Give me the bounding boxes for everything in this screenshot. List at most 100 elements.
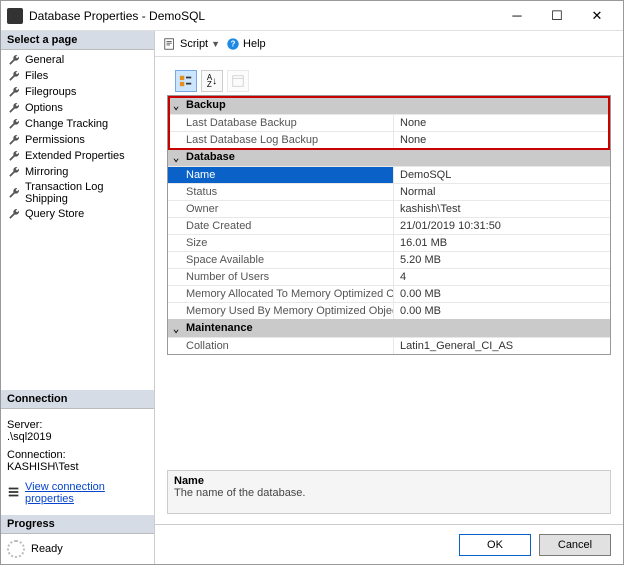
sidebar-item-label: Transaction Log Shipping xyxy=(25,181,148,205)
category-backup[interactable]: ⌄Backup xyxy=(168,96,610,114)
property-row[interactable]: Memory Used By Memory Optimized Objects0… xyxy=(168,302,610,319)
titlebar: Database Properties - DemoSQL ─ ☐ ✕ xyxy=(1,1,623,31)
alphabetical-button[interactable]: AZ↓ xyxy=(201,70,223,92)
sidebar-item-label: General xyxy=(25,54,64,66)
chevron-down-icon: ▼ xyxy=(211,39,220,49)
property-value: 16.01 MB xyxy=(394,235,610,251)
property-label: Owner xyxy=(168,201,394,217)
sidebar-item-query-store[interactable]: Query Store xyxy=(1,206,154,222)
button-bar: OK Cancel xyxy=(155,524,623,564)
sidebar-item-options[interactable]: Options xyxy=(1,100,154,116)
expander-icon[interactable]: ⌄ xyxy=(168,99,184,112)
server-label: Server: xyxy=(7,419,148,431)
wrench-icon xyxy=(7,85,21,99)
sidebar-item-label: Options xyxy=(25,102,63,114)
property-row[interactable]: CollationLatin1_General_CI_AS xyxy=(168,337,610,354)
expander-icon[interactable]: ⌄ xyxy=(168,322,184,335)
property-value: 21/01/2019 10:31:50 xyxy=(394,218,610,234)
page-list: General Files Filegroups Options Change Trac… xyxy=(1,50,154,224)
right-panel: Script ▼ ? Help AZ↓ xyxy=(155,31,623,564)
property-value: None xyxy=(394,115,610,131)
property-value: 0.00 MB xyxy=(394,286,610,302)
wrench-icon xyxy=(7,165,21,179)
description-text: The name of the database. xyxy=(174,487,604,499)
wrench-icon xyxy=(7,186,21,200)
sidebar-item-transaction-log-shipping[interactable]: Transaction Log Shipping xyxy=(1,180,154,206)
sidebar-item-label: Files xyxy=(25,70,48,82)
wrench-icon xyxy=(7,53,21,67)
app-icon xyxy=(7,8,23,24)
view-connection-link[interactable]: View connection properties xyxy=(25,481,148,505)
server-value: .\sql2019 xyxy=(7,431,148,443)
connection-header: Connection xyxy=(1,390,154,409)
sidebar-item-permissions[interactable]: Permissions xyxy=(1,132,154,148)
property-label: Size xyxy=(168,235,394,251)
left-panel: Select a page General Files Filegroups Opti… xyxy=(1,31,155,564)
property-row[interactable]: Last Database Log BackupNone xyxy=(168,131,610,148)
property-label: Space Available xyxy=(168,252,394,268)
sidebar-item-filegroups[interactable]: Filegroups xyxy=(1,84,154,100)
wrench-icon xyxy=(7,133,21,147)
property-value: kashish\Test xyxy=(394,201,610,217)
category-database[interactable]: ⌄Database xyxy=(168,148,610,166)
maximize-button[interactable]: ☐ xyxy=(537,2,577,30)
sidebar-item-label: Permissions xyxy=(25,134,85,146)
sidebar-item-label: Query Store xyxy=(25,208,84,220)
property-row[interactable]: Memory Allocated To Memory Optimized Ob0… xyxy=(168,285,610,302)
property-row[interactable]: Space Available5.20 MB xyxy=(168,251,610,268)
select-page-header: Select a page xyxy=(1,31,154,50)
property-row[interactable]: StatusNormal xyxy=(168,183,610,200)
wrench-icon xyxy=(7,207,21,221)
sidebar-item-label: Change Tracking xyxy=(25,118,108,130)
property-row[interactable]: Date Created21/01/2019 10:31:50 xyxy=(168,217,610,234)
help-icon: ? xyxy=(226,37,240,51)
property-label: Memory Used By Memory Optimized Objects xyxy=(168,303,394,319)
property-row[interactable]: Size16.01 MB xyxy=(168,234,610,251)
category-maintenance[interactable]: ⌄Maintenance xyxy=(168,319,610,337)
connection-block: Server: .\sql2019 Connection: KASHISH\Te… xyxy=(1,409,154,515)
close-button[interactable]: ✕ xyxy=(577,2,617,30)
property-label: Number of Users xyxy=(168,269,394,285)
property-row[interactable]: NameDemoSQL xyxy=(168,166,610,183)
sidebar-item-change-tracking[interactable]: Change Tracking xyxy=(1,116,154,132)
property-grid: ⌄BackupLast Database BackupNoneLast Data… xyxy=(167,95,611,355)
sidebar-item-label: Extended Properties xyxy=(25,150,125,162)
wrench-icon xyxy=(7,149,21,163)
property-label: Status xyxy=(168,184,394,200)
description-panel: Name The name of the database. xyxy=(167,470,611,514)
sidebar-item-files[interactable]: Files xyxy=(1,68,154,84)
connection-label: Connection: xyxy=(7,449,148,461)
category-label: Maintenance xyxy=(184,322,253,334)
property-value: Latin1_General_CI_AS xyxy=(394,338,610,354)
categorized-button[interactable] xyxy=(175,70,197,92)
sidebar-item-mirroring[interactable]: Mirroring xyxy=(1,164,154,180)
script-button[interactable]: Script ▼ xyxy=(163,37,220,51)
window-title: Database Properties - DemoSQL xyxy=(29,9,497,23)
expander-icon[interactable]: ⌄ xyxy=(168,151,184,164)
connection-icon xyxy=(7,485,21,502)
category-label: Backup xyxy=(184,99,226,111)
property-label: Date Created xyxy=(168,218,394,234)
ok-button[interactable]: OK xyxy=(459,534,531,556)
property-value: 4 xyxy=(394,269,610,285)
progress-spinner-icon xyxy=(7,540,25,558)
property-label: Last Database Backup xyxy=(168,115,394,131)
property-row[interactable]: Number of Users4 xyxy=(168,268,610,285)
property-row[interactable]: Last Database BackupNone xyxy=(168,114,610,131)
property-value: DemoSQL xyxy=(394,167,610,183)
cancel-button[interactable]: Cancel xyxy=(539,534,611,556)
svg-text:?: ? xyxy=(231,39,236,48)
sidebar-item-general[interactable]: General xyxy=(1,52,154,68)
category-label: Database xyxy=(184,151,235,163)
toolbar: Script ▼ ? Help xyxy=(155,31,623,57)
property-value: 5.20 MB xyxy=(394,252,610,268)
sidebar-item-extended-properties[interactable]: Extended Properties xyxy=(1,148,154,164)
property-label: Collation xyxy=(168,338,394,354)
help-button[interactable]: ? Help xyxy=(226,37,266,51)
wrench-icon xyxy=(7,101,21,115)
description-name: Name xyxy=(174,475,604,487)
wrench-icon xyxy=(7,69,21,83)
property-row[interactable]: Ownerkashish\Test xyxy=(168,200,610,217)
minimize-button[interactable]: ─ xyxy=(497,2,537,30)
dialog-body: Select a page General Files Filegroups Opti… xyxy=(1,31,623,564)
